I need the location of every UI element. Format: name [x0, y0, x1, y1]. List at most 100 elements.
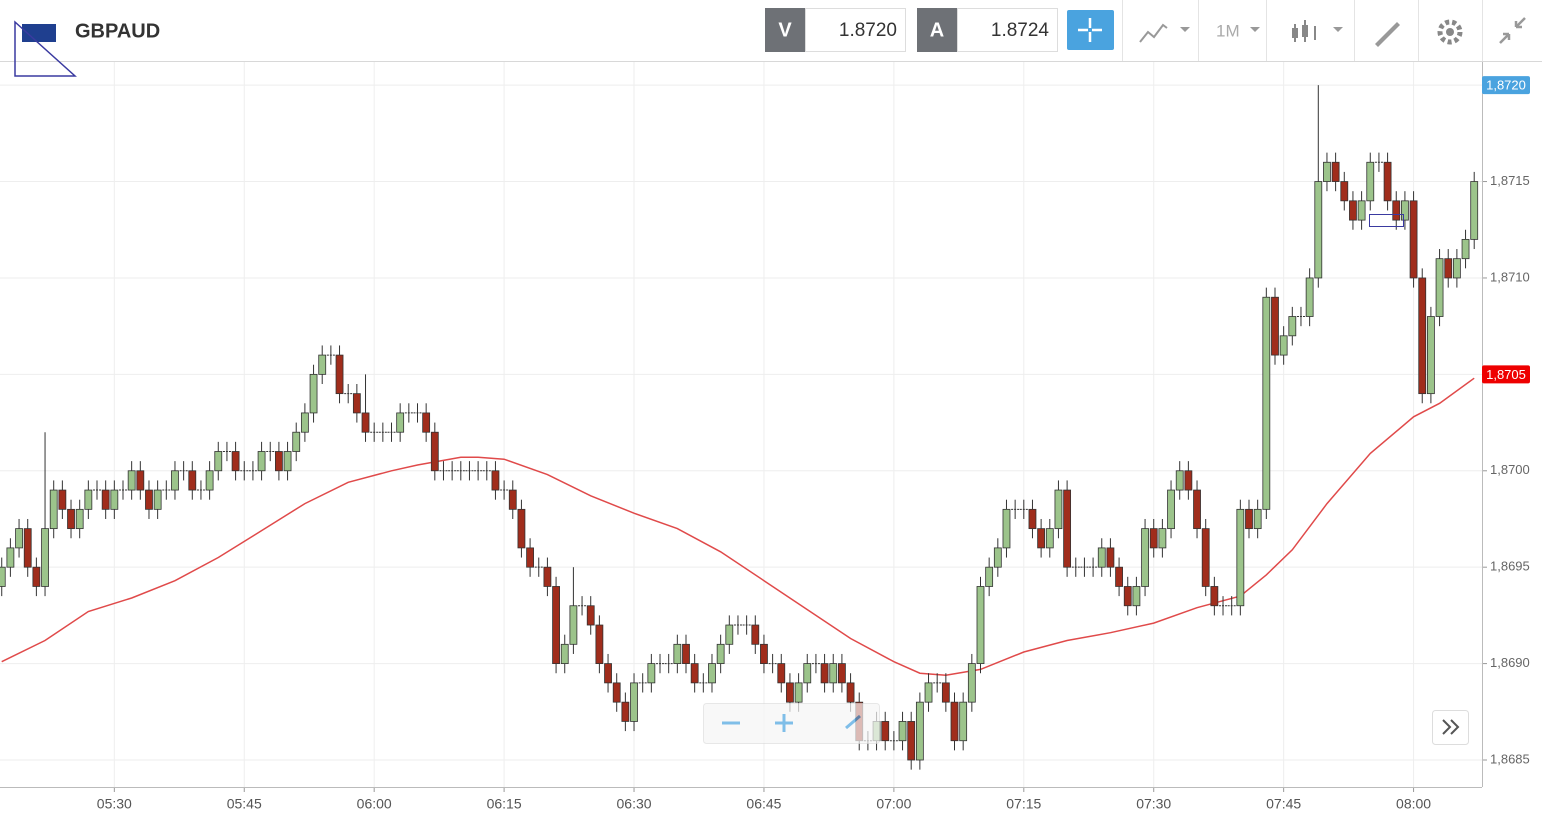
y-tick-label: 1,8685	[1490, 751, 1530, 766]
candle-body	[552, 586, 560, 664]
candle-body	[690, 663, 699, 684]
candle-body	[967, 663, 976, 703]
y-tick-label: 1,8690	[1490, 655, 1530, 670]
timeframe[interactable]: 1M	[1216, 21, 1240, 40]
candle-body	[1426, 316, 1435, 395]
zoom-in[interactable]	[775, 714, 793, 732]
symbol: GBPAUD	[75, 20, 160, 42]
candle-body	[430, 431, 439, 472]
candle-body	[283, 451, 292, 472]
chart-type-icon[interactable]	[1139, 23, 1168, 43]
candle-body	[1314, 181, 1323, 279]
candles-icon-part	[1302, 25, 1308, 37]
settings-icon[interactable]	[1437, 19, 1463, 45]
candle-body	[422, 412, 431, 433]
candle-body	[751, 624, 760, 645]
candle-body	[1045, 528, 1054, 549]
candle-body	[959, 701, 968, 742]
candle-body	[560, 643, 569, 664]
candle-body	[1037, 528, 1046, 549]
candle-body	[67, 508, 75, 530]
header: GBPAUD V 1.8720 A 1.8724 1M	[0, 0, 1542, 77]
scroll-end-icon	[1442, 719, 1460, 735]
candle-body	[0, 566, 6, 587]
sell-label: V	[778, 19, 792, 41]
candle-body	[612, 682, 621, 703]
candle-body	[526, 547, 534, 568]
candle-body	[985, 566, 994, 587]
candle-body	[41, 528, 49, 587]
candle-body	[352, 393, 361, 414]
y-tick-label: 1,8695	[1490, 559, 1530, 574]
x-tick-label: 05:30	[97, 796, 132, 812]
sell-price-box[interactable]	[805, 8, 906, 52]
candle-body	[84, 489, 93, 510]
draw-tool-icon[interactable]	[1375, 22, 1400, 47]
candle-body	[49, 489, 58, 530]
toolbar-separators	[1122, 0, 1483, 61]
candle-body	[1141, 528, 1149, 587]
candle-body	[1097, 547, 1106, 568]
candle-body	[491, 470, 500, 491]
candle-body	[1167, 489, 1175, 530]
candle-body	[1409, 200, 1418, 279]
candle-body	[300, 412, 309, 433]
x-tick-label: 07:45	[1266, 796, 1301, 812]
dropdown-arrow	[1250, 27, 1260, 32]
x-tick-label: 06:15	[487, 796, 522, 812]
price-tag	[1482, 365, 1530, 384]
candle-body	[1210, 586, 1219, 607]
candle-body	[1349, 200, 1357, 221]
candle-body	[1262, 296, 1271, 510]
sell-price: 1.8720	[839, 20, 897, 41]
candle-body	[396, 412, 405, 433]
candle-body	[1331, 161, 1340, 182]
candle-body	[1470, 181, 1479, 240]
candle-body	[136, 470, 145, 491]
crosshair-icon	[1078, 18, 1102, 42]
candle-body	[595, 624, 604, 664]
candle-body	[1435, 258, 1444, 317]
zoom-controls	[703, 703, 880, 744]
buy-price-box[interactable]	[957, 8, 1058, 52]
candle-body	[1288, 316, 1297, 337]
candle-body	[820, 663, 829, 684]
candle-body	[517, 508, 526, 549]
candle-body	[153, 489, 162, 510]
x-tick-label: 07:00	[876, 796, 911, 812]
candle-body	[915, 701, 924, 761]
candle-body	[794, 682, 803, 703]
candle-body	[15, 528, 23, 549]
candle-body	[682, 643, 690, 664]
drawing-triangle	[14, 20, 77, 77]
candle-body	[75, 508, 84, 530]
candle-body	[708, 663, 716, 684]
x-tick-label: 05:45	[227, 796, 262, 812]
candles-icon-part	[1292, 28, 1298, 38]
sell-label-box[interactable]	[765, 8, 805, 52]
candle-body	[647, 663, 656, 684]
candle-body	[1245, 508, 1253, 530]
x-tick-label: 07:15	[1006, 796, 1041, 812]
crosshair-button[interactable]	[1067, 10, 1114, 50]
candle-body	[950, 701, 959, 742]
dropdown-arrow	[1333, 27, 1343, 32]
candle-body	[1028, 508, 1037, 530]
candle-body	[23, 528, 32, 568]
candle-body	[1132, 586, 1141, 607]
buy-label-box[interactable]	[917, 8, 957, 52]
collapse-icon[interactable]	[1499, 17, 1526, 44]
y-tick-label: 1,8715	[1490, 173, 1530, 188]
x-tick-label: 07:30	[1136, 796, 1171, 812]
candle-body	[361, 412, 370, 433]
candle-body	[1149, 528, 1158, 549]
candle-body	[1063, 489, 1072, 568]
candle-body	[32, 566, 41, 587]
candle-body	[604, 663, 612, 684]
candle-body	[1193, 489, 1201, 530]
candle-body	[1452, 258, 1461, 279]
candle-body	[907, 721, 916, 761]
candle-body	[1401, 200, 1409, 221]
share-button[interactable]	[845, 714, 861, 730]
